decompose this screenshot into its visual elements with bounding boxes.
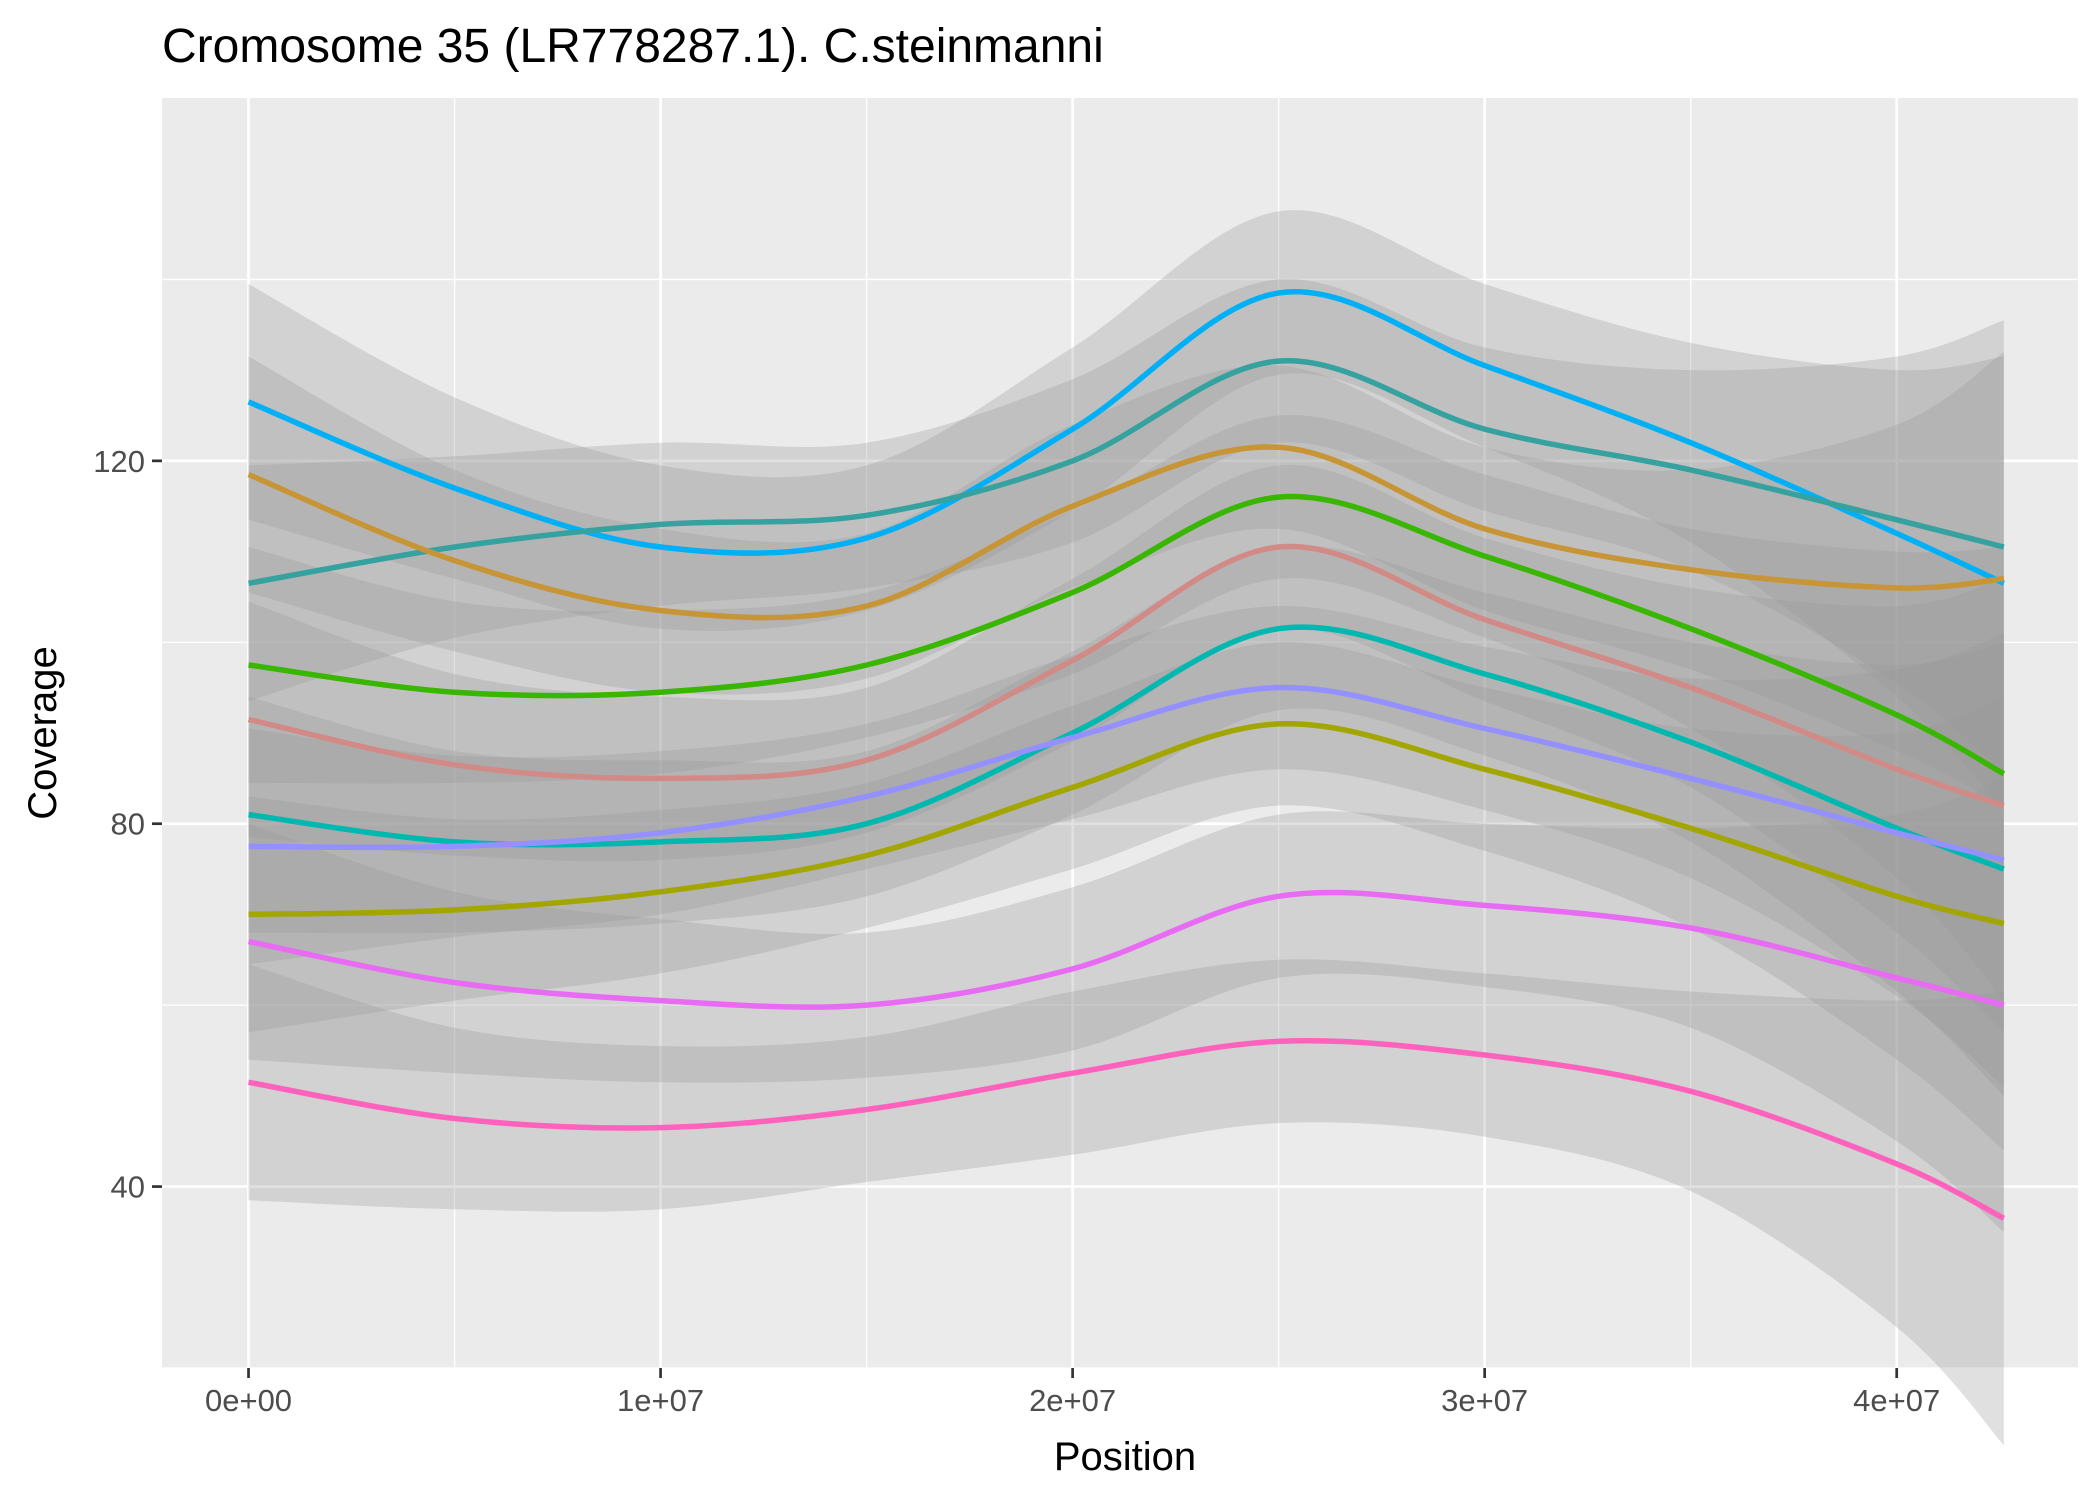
confidence-band-6 <box>248 545 2004 1096</box>
series-line-9 <box>247 889 2005 1010</box>
confidence-band-9 <box>248 778 2004 1232</box>
series-line-6 <box>248 624 2005 872</box>
x-axis: 0e+00 1e+07 2e+07 3e+07 4e+07 <box>205 1368 1940 1418</box>
chart-title: Cromosome 35 (LR778287.1). C.steinmanni <box>162 20 1104 73</box>
confidence-band-7 <box>248 605 2004 1087</box>
series-line-2 <box>248 358 2005 587</box>
series-line-1 <box>247 289 2005 586</box>
x-tick-label: 4e+07 <box>1853 1383 1940 1418</box>
series-line-3 <box>247 444 2005 621</box>
series-lines <box>247 289 2006 1221</box>
y-tick-label: 80 <box>111 807 145 842</box>
x-tick-label: 1e+07 <box>617 1383 704 1418</box>
x-tick-label: 0e+00 <box>205 1383 292 1418</box>
confidence-band-1 <box>248 210 2004 811</box>
y-tick-label: 40 <box>111 1170 145 1205</box>
confidence-band-5 <box>248 464 2004 1033</box>
confidence-band-8 <box>248 642 2004 1151</box>
confidence-band-2 <box>248 279 2004 774</box>
series-line-4 <box>248 493 2006 777</box>
confidence-band-4 <box>248 414 2004 1001</box>
y-axis: 40 80 120 <box>93 444 162 1205</box>
series-line-8 <box>248 720 2005 927</box>
series-line-7 <box>248 684 2005 863</box>
confidence-band-10 <box>248 959 2004 1446</box>
plot-panel <box>162 98 2078 1368</box>
x-axis-title: Position <box>1054 1435 1196 1479</box>
x-tick-label: 2e+07 <box>1029 1383 1116 1418</box>
grid-minor <box>162 98 2078 1369</box>
x-tick-label: 3e+07 <box>1441 1383 1528 1418</box>
y-axis-title: Coverage <box>21 646 65 819</box>
series-line-10 <box>248 1038 2006 1221</box>
series-line-5 <box>247 543 2005 809</box>
y-tick-label: 120 <box>93 444 145 479</box>
